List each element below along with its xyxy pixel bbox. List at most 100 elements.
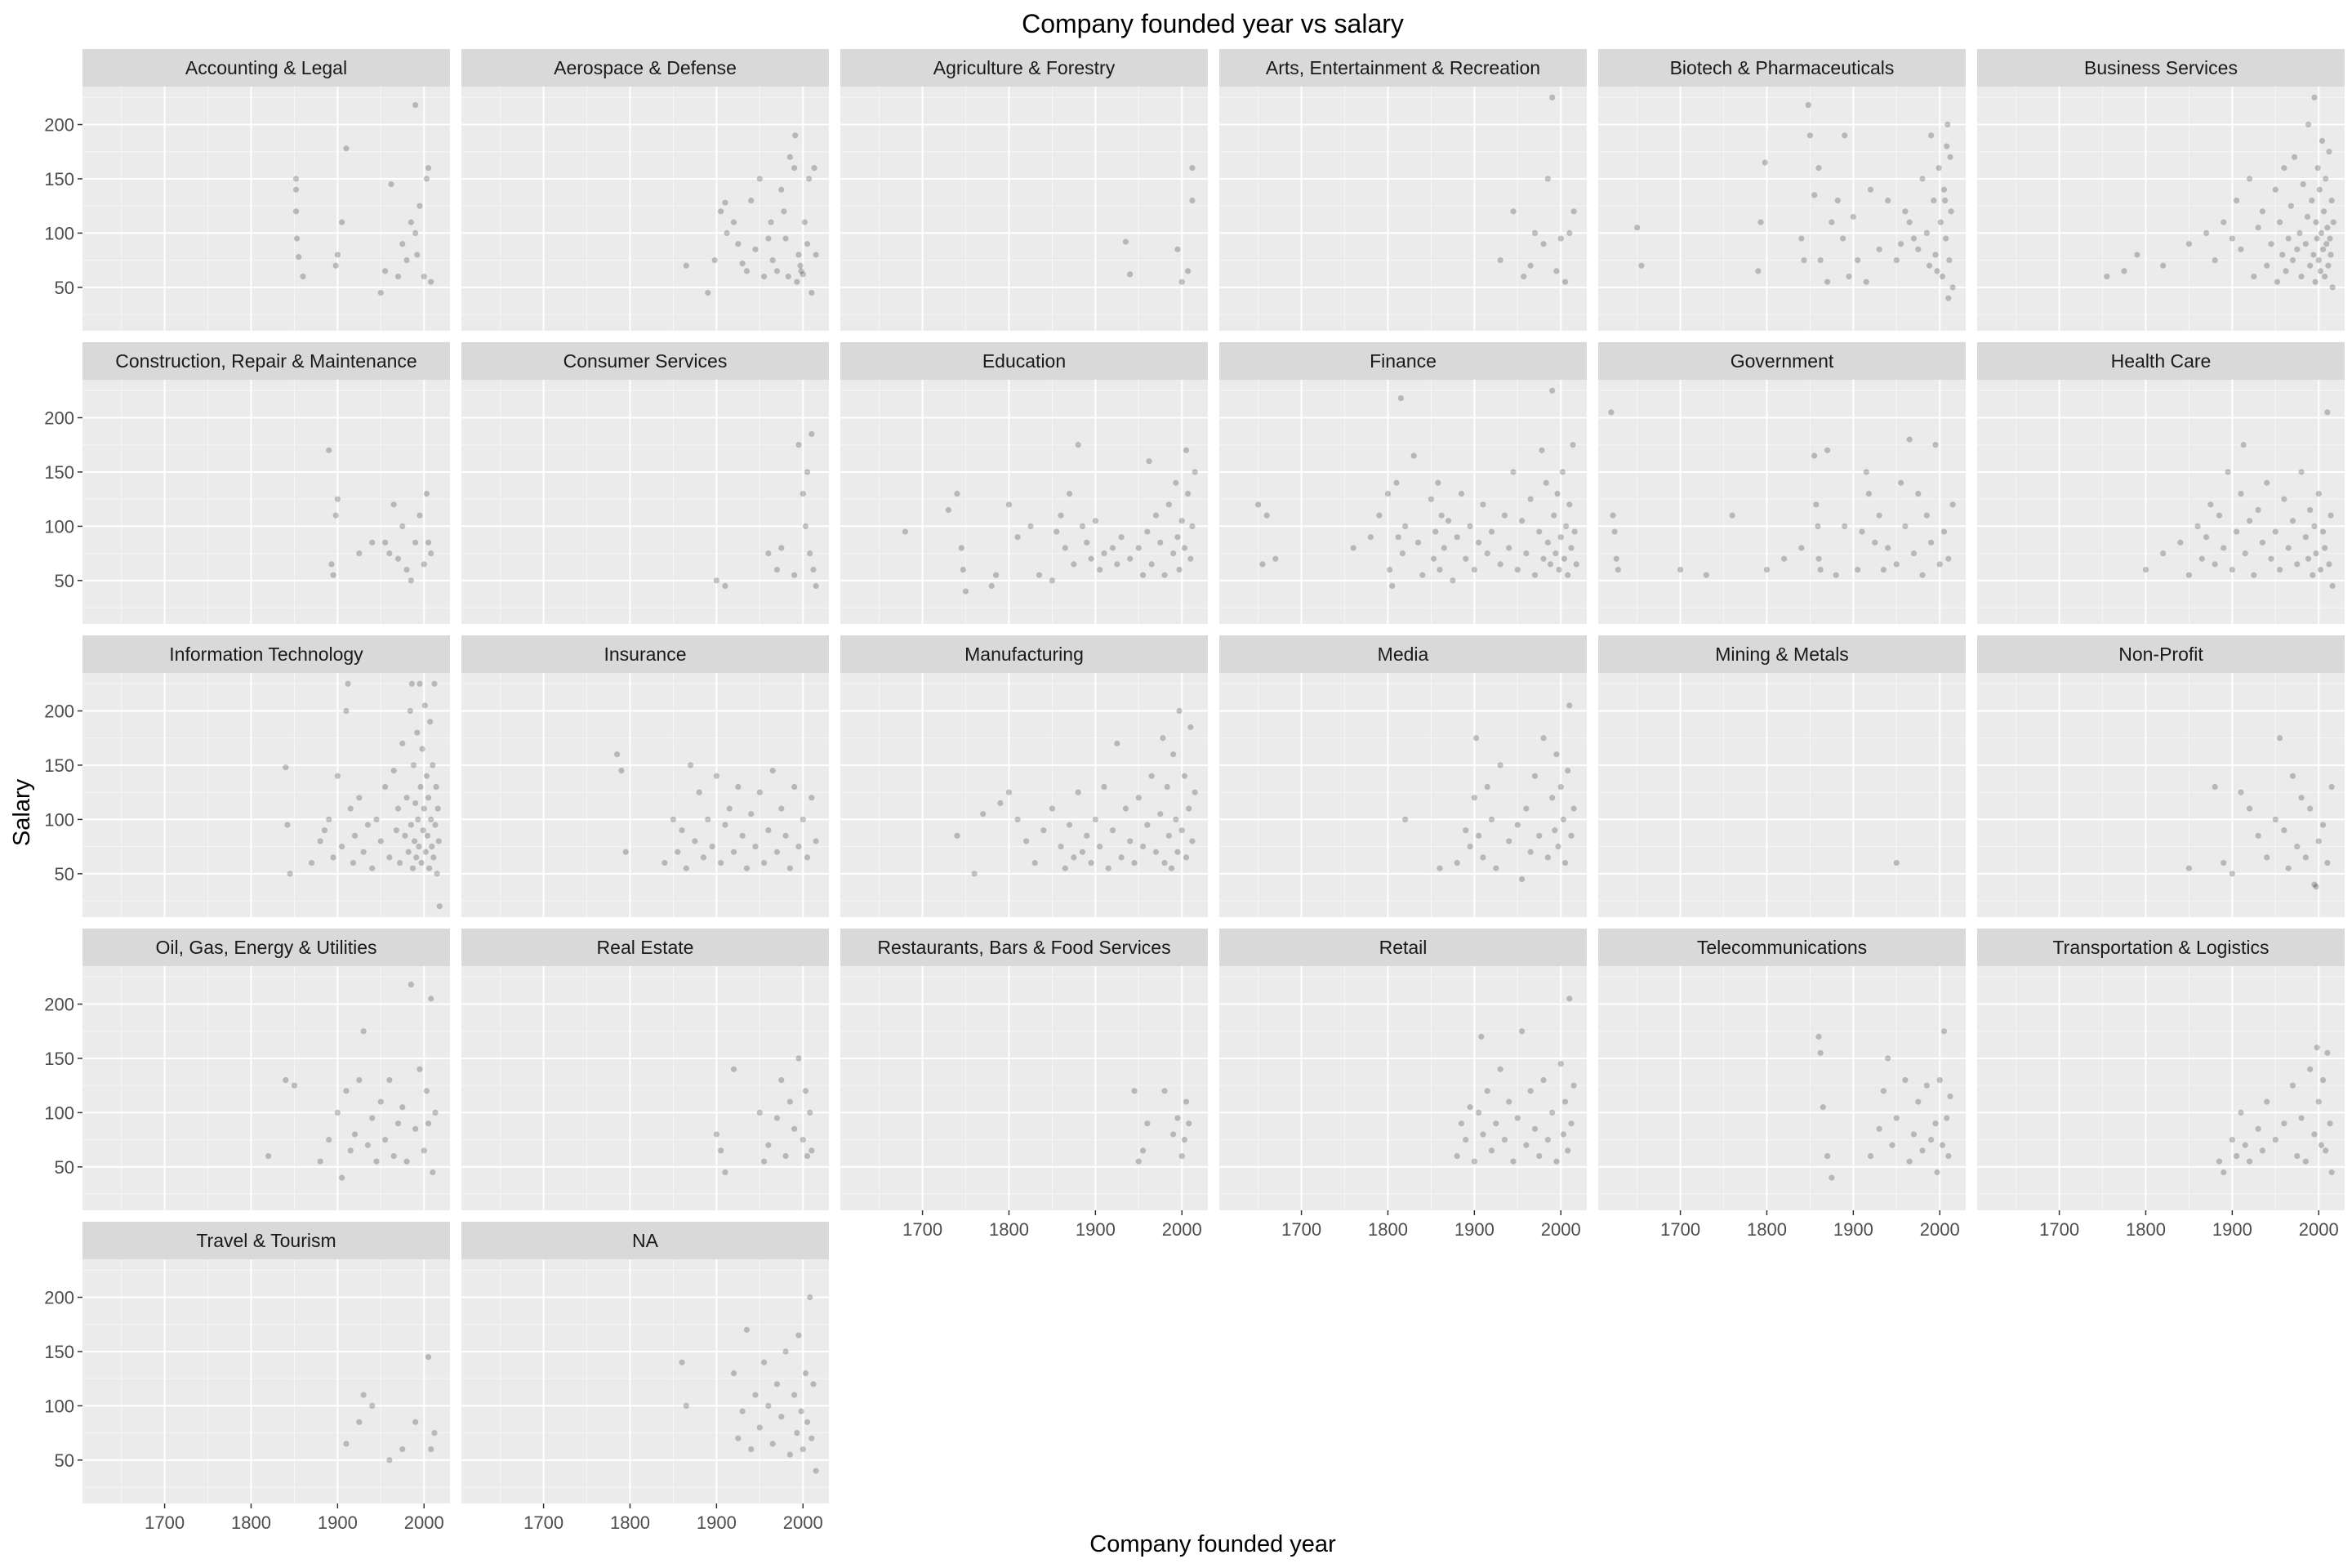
data-point <box>670 816 677 823</box>
x-tick-label: 2000 <box>2299 1219 2339 1240</box>
data-point <box>1944 121 1951 128</box>
data-point <box>2313 884 2319 890</box>
data-point <box>1144 1120 1151 1127</box>
data-point <box>785 273 791 280</box>
data-point <box>1476 1109 1482 1116</box>
data-point <box>394 1120 402 1127</box>
facet-strip-label: Mining & Metals <box>1715 644 1849 665</box>
data-point <box>1570 208 1577 215</box>
data-point <box>1183 854 1190 861</box>
data-point <box>416 844 422 850</box>
data-point <box>802 1370 809 1377</box>
data-point <box>2310 572 2316 578</box>
data-point <box>1148 773 1155 779</box>
data-point <box>1568 545 1575 551</box>
data-point <box>1510 208 1517 215</box>
data-point <box>773 1381 781 1388</box>
data-point <box>2320 208 2328 215</box>
x-tick-label: 1700 <box>1281 1219 1321 1240</box>
data-point <box>1186 805 1192 812</box>
data-point <box>739 832 746 839</box>
data-point <box>1842 132 1848 139</box>
data-point <box>432 1109 439 1116</box>
data-point <box>2194 523 2201 530</box>
data-point <box>343 145 350 152</box>
data-point <box>1867 186 1874 193</box>
data-point <box>1161 572 1168 578</box>
data-point <box>765 827 772 834</box>
y-tick-label: 50 <box>55 1450 74 1471</box>
x-tick-label: 1900 <box>1076 1219 1116 1240</box>
data-point <box>1523 805 1530 812</box>
plot-panel-background <box>1977 87 2345 331</box>
facet-panel: Arts, Entertainment & Recreation <box>1219 49 1587 331</box>
facet-strip <box>461 929 829 966</box>
data-point <box>2328 512 2334 519</box>
data-point <box>1897 241 1904 247</box>
data-point <box>622 849 629 855</box>
data-point <box>813 582 819 590</box>
data-point <box>718 208 724 215</box>
data-point <box>1859 528 1865 535</box>
plot-panel-background <box>1219 966 1587 1210</box>
data-point <box>402 832 408 839</box>
data-point <box>962 588 969 595</box>
facet-panel: Mining & Metals <box>1598 635 1966 917</box>
data-point <box>1566 501 1573 508</box>
data-point <box>1114 561 1120 568</box>
data-point <box>1928 132 1935 139</box>
data-point <box>1036 572 1043 578</box>
y-tick-label: 150 <box>44 1342 74 1362</box>
y-tick-label: 100 <box>44 223 74 243</box>
data-point <box>1058 512 1064 519</box>
data-point <box>2281 1120 2287 1127</box>
facet-panel: Real Estate <box>461 929 829 1210</box>
data-point <box>813 838 819 844</box>
data-point <box>2259 1147 2266 1154</box>
data-point <box>1510 1158 1517 1165</box>
facet-panel: Education <box>840 342 1208 624</box>
data-point <box>808 1147 815 1154</box>
x-tick-label: 1900 <box>2212 1219 2252 1240</box>
facet-strip-label: Construction, Repair & Maintenance <box>115 350 416 372</box>
data-point <box>1075 789 1081 795</box>
data-point <box>1484 783 1490 791</box>
facet-strip-label: NA <box>632 1230 659 1251</box>
data-point <box>1923 512 1930 519</box>
data-point <box>394 805 402 812</box>
data-point <box>2298 1115 2305 1121</box>
data-point <box>1023 838 1030 844</box>
data-point <box>1910 550 1918 557</box>
data-point <box>1540 555 1547 562</box>
data-point <box>2294 1152 2301 1160</box>
data-point <box>791 572 798 578</box>
facet-strip-label: Government <box>1731 350 1834 372</box>
data-point <box>1568 832 1575 839</box>
data-point <box>795 1332 802 1339</box>
data-point <box>1824 278 1831 285</box>
data-point <box>752 844 759 850</box>
data-point <box>778 1414 785 1420</box>
data-point <box>773 849 781 855</box>
data-point <box>1552 827 1558 834</box>
data-point <box>1536 832 1543 839</box>
data-point <box>418 859 425 866</box>
data-point <box>2304 213 2311 220</box>
data-point <box>726 805 733 812</box>
data-point <box>1127 271 1134 278</box>
data-point <box>1829 1174 1835 1181</box>
data-point <box>700 854 707 861</box>
data-point <box>1934 268 1940 274</box>
data-point <box>2221 545 2227 551</box>
data-point <box>1565 1147 1571 1154</box>
data-point <box>1105 865 1111 871</box>
data-point <box>328 561 335 568</box>
data-point <box>2289 1082 2296 1089</box>
facet-strip <box>1598 342 1966 380</box>
data-point <box>2240 442 2247 448</box>
facet-strip <box>82 49 450 87</box>
data-point <box>2305 121 2312 128</box>
data-point <box>2307 506 2314 514</box>
facet-strip <box>461 1222 829 1259</box>
data-point <box>408 577 414 584</box>
